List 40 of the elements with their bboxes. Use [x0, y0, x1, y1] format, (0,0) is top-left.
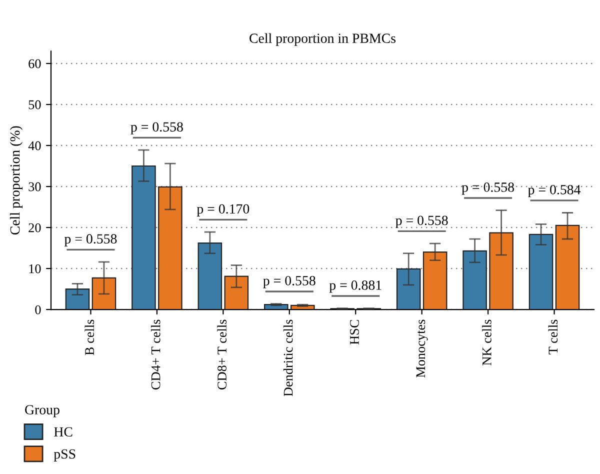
y-tick-label: 40 [28, 141, 41, 150]
y-tick-label: 10 [29, 264, 41, 274]
x-tick-label: NK cells [482, 320, 492, 366]
annotation: p = 0.881 [329, 280, 382, 293]
bar [224, 276, 249, 310]
annotation: p = 0.170 [196, 204, 250, 216]
bar [92, 277, 116, 310]
annotation: p = 0.558 [130, 122, 183, 134]
y-tick-label: 50 [28, 100, 41, 110]
bar [489, 232, 514, 310]
annotation: p = 0.558 [462, 182, 514, 195]
bar [462, 250, 487, 310]
y-tick-label: 60 [28, 59, 41, 68]
y-axis-title: Cell proportion (%) [10, 126, 23, 235]
annotation: p = 0.584 [528, 184, 581, 198]
bar [422, 252, 448, 310]
y-tick-label: 20 [28, 223, 41, 232]
legend-label: pSS [54, 449, 76, 462]
y-tick-label: 30 [28, 182, 41, 192]
bar [158, 186, 182, 310]
x-tick-label: Monocytes [416, 320, 428, 378]
x-tick-label: B cells [84, 320, 94, 356]
bar [132, 165, 156, 310]
legend-title: Group [25, 405, 60, 418]
y-tick-label: 0 [35, 305, 41, 314]
x-tick-label: T cells [548, 320, 558, 354]
bar [528, 234, 554, 310]
annotation: p = 0.558 [263, 276, 316, 288]
bar [65, 288, 90, 310]
x-tick-label: CD4+ T cells [150, 320, 160, 390]
chart-title: Cell proportion in PBMCs [250, 33, 396, 46]
x-tick-label: CD8+ T cells [217, 320, 226, 390]
bar [396, 268, 421, 310]
x-tick-label: Dendritic cells [283, 320, 293, 396]
legend-label: HC [54, 427, 72, 437]
annotation: p = 0.558 [396, 216, 448, 228]
x-tick-label: HSC [350, 320, 359, 345]
bar [555, 224, 580, 310]
annotation: p = 0.558 [64, 234, 117, 246]
bar [198, 242, 222, 310]
